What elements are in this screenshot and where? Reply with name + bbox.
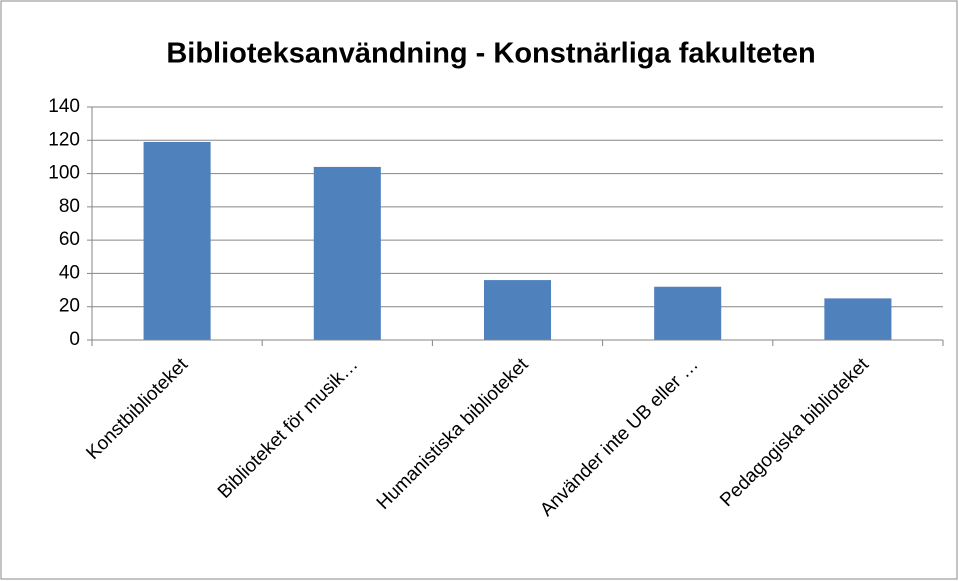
- y-tick-label: 80: [59, 196, 80, 217]
- y-tick-label: 140: [48, 96, 80, 117]
- bar: [483, 280, 552, 340]
- y-tick-label: 0: [69, 329, 80, 350]
- y-tick-label: 60: [59, 229, 80, 250]
- chart-title: Biblioteksanvändning - Konstnärliga faku…: [166, 38, 815, 70]
- y-tick-label: 20: [59, 296, 80, 317]
- bar: [143, 141, 211, 340]
- bar: [654, 286, 722, 340]
- bar: [313, 166, 381, 340]
- y-tick-label: 120: [48, 129, 80, 150]
- y-tick-label: 100: [48, 163, 80, 184]
- bar: [824, 298, 892, 340]
- y-tick-label: 40: [59, 262, 80, 283]
